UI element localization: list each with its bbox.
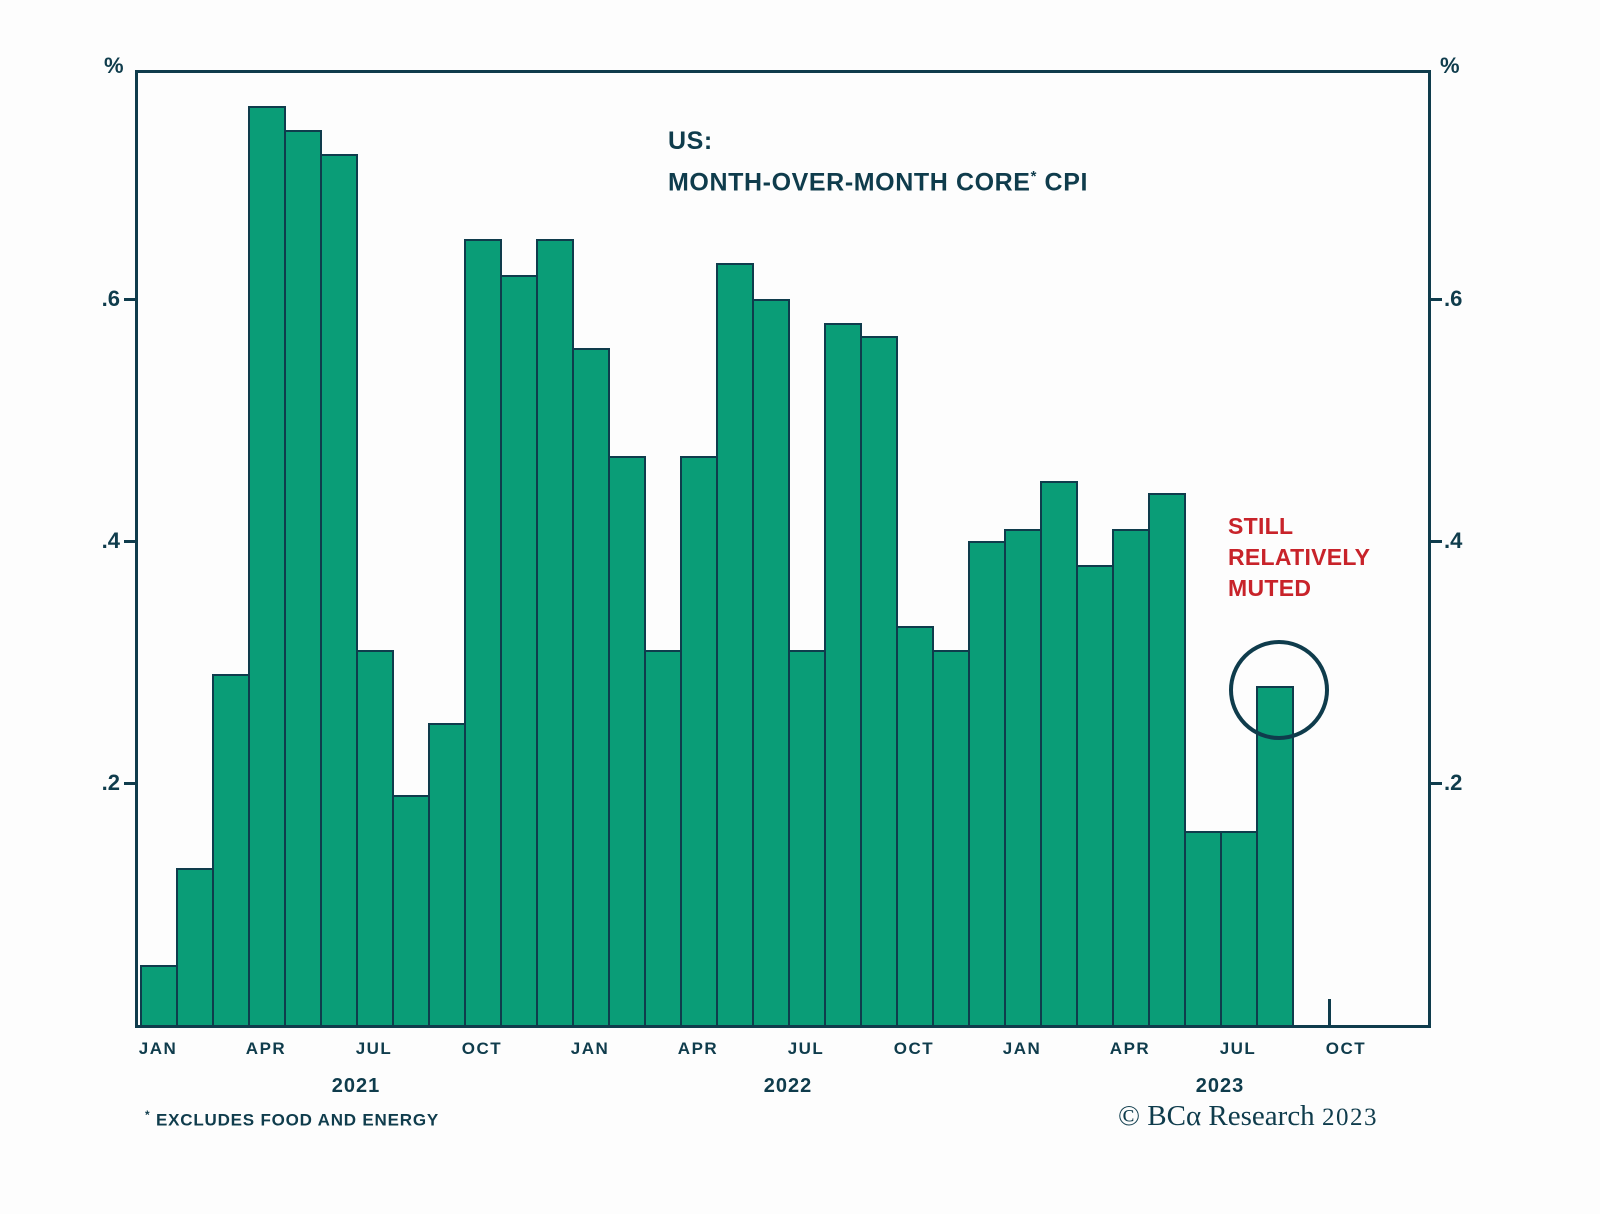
bar-mar-2021 bbox=[212, 674, 250, 1025]
bar-may-2023 bbox=[1148, 492, 1186, 1025]
chart-title-line1: US: bbox=[668, 127, 713, 155]
x-axis-label-oct-3: OCT bbox=[461, 1039, 503, 1058]
bar-jul-2021 bbox=[356, 650, 394, 1025]
x-axis-label-apr-5: APR bbox=[677, 1039, 719, 1058]
y-axis-label-left: .2 bbox=[101, 770, 120, 796]
y-axis-unit-left: % bbox=[104, 53, 124, 78]
annotation-still-relatively-muted: STILL RELATIVELY MUTED bbox=[1228, 511, 1370, 604]
chart-title: US: MONTH-OVER-MONTH CORE* CPI bbox=[668, 123, 1088, 200]
copyright-brand: © BCα Research bbox=[1118, 1100, 1315, 1132]
bar-aug-2023 bbox=[1256, 686, 1294, 1025]
year-label-2021: 2021 bbox=[331, 1075, 381, 1097]
bar-jul-2022 bbox=[788, 650, 826, 1025]
y-axis-label-right: .2 bbox=[1444, 770, 1463, 796]
x-axis-tick bbox=[1328, 999, 1331, 1025]
y-axis-label-right: .4 bbox=[1444, 528, 1463, 554]
x-axis-label-jul-2: JUL bbox=[355, 1039, 393, 1058]
y-axis-tick-right bbox=[1428, 297, 1442, 301]
chart-title-asterisk: * bbox=[1030, 168, 1038, 185]
y-axis-tick-right bbox=[1428, 781, 1442, 785]
chart-title-line2: MONTH-OVER-MONTH CORE* CPI bbox=[668, 159, 1088, 200]
y-axis-label-right: .6 bbox=[1444, 286, 1463, 312]
y-axis-label-left: .4 bbox=[101, 528, 120, 554]
footnote-text: EXCLUDES FOOD AND ENERGY bbox=[150, 1110, 440, 1130]
y-axis-tick-left bbox=[124, 297, 138, 301]
bar-dec-2021 bbox=[536, 238, 574, 1025]
bar-jul-2023 bbox=[1220, 831, 1258, 1025]
bar-feb-2022 bbox=[608, 456, 646, 1025]
copyright-year: 2023 bbox=[1321, 1104, 1378, 1131]
x-axis-label-jan-0: JAN bbox=[138, 1039, 178, 1058]
footnote: * EXCLUDES FOOD AND ENERGY bbox=[145, 1108, 439, 1131]
bar-oct-2021 bbox=[464, 238, 502, 1025]
bar-mar-2022 bbox=[644, 650, 682, 1025]
bar-may-2022 bbox=[716, 262, 754, 1025]
bar-oct-2022 bbox=[896, 625, 934, 1025]
bar-mar-2023 bbox=[1076, 565, 1114, 1025]
x-axis-label-jul-10: JUL bbox=[1219, 1039, 1257, 1058]
bar-feb-2021 bbox=[176, 867, 214, 1025]
bar-aug-2022 bbox=[824, 323, 862, 1025]
bar-dec-2022 bbox=[968, 541, 1006, 1025]
x-axis-label-jul-6: JUL bbox=[787, 1039, 825, 1058]
bar-jun-2023 bbox=[1184, 831, 1222, 1025]
year-label-2022: 2022 bbox=[763, 1075, 813, 1097]
bar-may-2021 bbox=[284, 129, 322, 1025]
copyright: © BCα Research 2023 bbox=[1118, 1100, 1378, 1133]
bar-nov-2021 bbox=[500, 275, 538, 1025]
bar-sep-2022 bbox=[860, 335, 898, 1025]
year-label-2023: 2023 bbox=[1195, 1075, 1245, 1097]
bar-jun-2021 bbox=[320, 154, 358, 1025]
bar-feb-2023 bbox=[1040, 480, 1078, 1025]
x-axis-label-jan-8: JAN bbox=[1002, 1039, 1042, 1058]
highlight-circle bbox=[1229, 640, 1329, 741]
y-axis-tick-left bbox=[124, 781, 138, 785]
bar-apr-2022 bbox=[680, 456, 718, 1025]
annotation-line: RELATIVELY bbox=[1228, 544, 1371, 570]
y-axis-label-left: .6 bbox=[101, 286, 120, 312]
x-axis-label-jan-4: JAN bbox=[570, 1039, 610, 1058]
y-axis-unit-right: % bbox=[1440, 53, 1460, 78]
bar-nov-2022 bbox=[932, 650, 970, 1025]
y-axis-tick-left bbox=[124, 539, 138, 543]
y-axis-tick-right bbox=[1428, 539, 1442, 543]
bar-jan-2022 bbox=[572, 347, 610, 1025]
bar-apr-2021 bbox=[248, 105, 286, 1025]
bar-sep-2021 bbox=[428, 722, 466, 1025]
annotation-line: STILL bbox=[1228, 513, 1294, 539]
bar-apr-2023 bbox=[1112, 529, 1150, 1025]
plot-area: US: MONTH-OVER-MONTH CORE* CPI STILL REL… bbox=[102, 70, 1462, 1097]
annotation-line: MUTED bbox=[1228, 575, 1312, 601]
bar-jun-2022 bbox=[752, 299, 790, 1025]
x-axis-label-apr-9: APR bbox=[1109, 1039, 1151, 1058]
bar-jan-2021 bbox=[140, 964, 178, 1025]
chart-title-line2-text: MONTH-OVER-MONTH CORE bbox=[668, 168, 1031, 197]
x-axis-label-oct-7: OCT bbox=[893, 1039, 935, 1058]
bar-jan-2023 bbox=[1004, 529, 1042, 1025]
x-axis-label-oct-11: OCT bbox=[1325, 1039, 1367, 1058]
chart-title-line2-suffix: CPI bbox=[1037, 168, 1089, 197]
x-axis-label-apr-1: APR bbox=[245, 1039, 287, 1058]
footnote-asterisk: * bbox=[145, 1108, 151, 1122]
bar-aug-2021 bbox=[392, 795, 430, 1025]
